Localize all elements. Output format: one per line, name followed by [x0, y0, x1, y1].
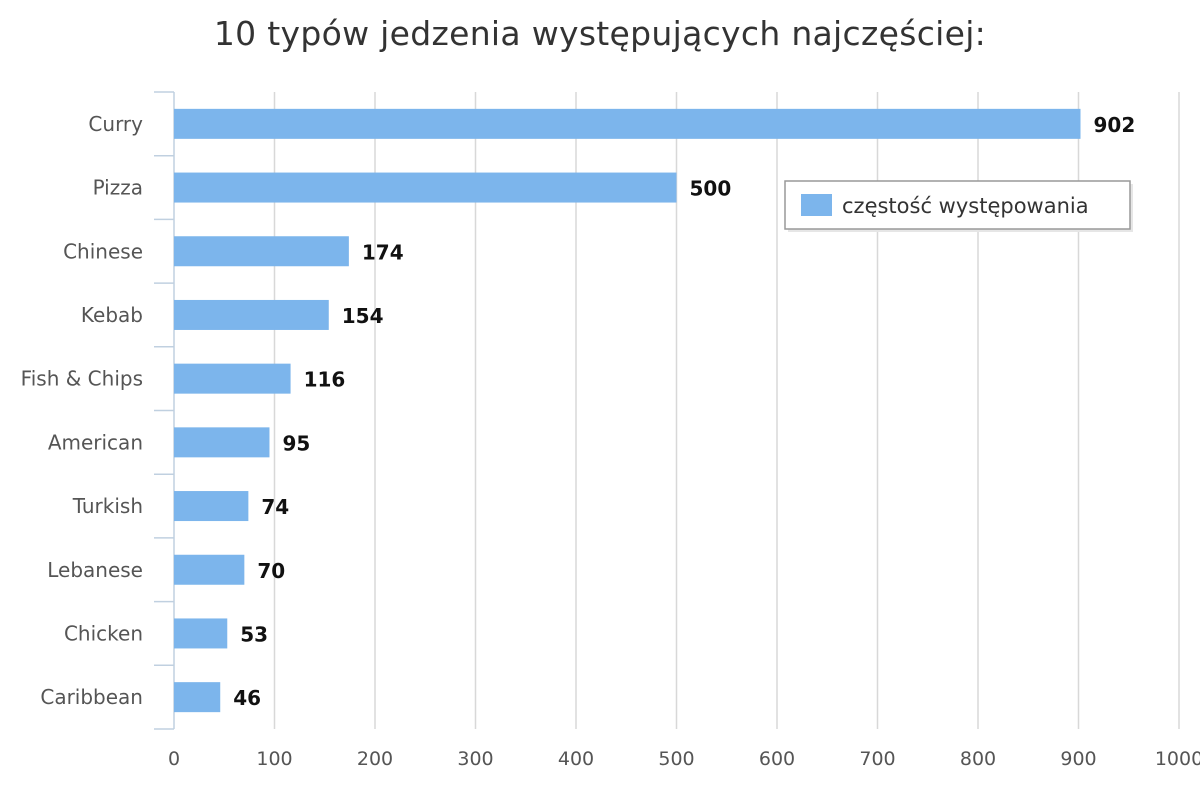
data-label: 116	[304, 368, 346, 392]
data-label: 53	[240, 622, 268, 646]
data-label: 500	[690, 177, 732, 201]
data-label: 46	[233, 686, 261, 710]
category-label: Caribbean	[40, 685, 143, 709]
x-tick-label: 900	[1060, 748, 1096, 770]
data-label: 902	[1094, 113, 1136, 137]
data-label: 70	[257, 559, 285, 583]
bar[interactable]	[174, 172, 677, 203]
x-tick-label: 500	[658, 748, 694, 770]
legend-swatch[interactable]	[801, 194, 832, 216]
bar[interactable]	[174, 427, 270, 458]
legend-box	[784, 180, 1131, 230]
bar[interactable]	[174, 299, 329, 330]
x-tick-label: 300	[457, 748, 493, 770]
bar[interactable]	[174, 363, 291, 394]
x-tick-label: 700	[859, 748, 895, 770]
category-label: American	[48, 430, 143, 454]
chart-title: 10 typów jedzenia występujących najczęśc…	[213, 14, 987, 53]
data-label: 95	[282, 431, 310, 455]
category-label: Chicken	[64, 621, 143, 645]
x-tick-label: 1000	[1155, 748, 1200, 770]
bar[interactable]	[174, 554, 245, 585]
category-label: Chinese	[63, 239, 143, 263]
bar[interactable]	[174, 236, 349, 267]
category-label: Pizza	[93, 176, 143, 200]
bar[interactable]	[174, 618, 228, 649]
bar[interactable]	[174, 108, 1081, 139]
data-label: 174	[362, 240, 404, 264]
x-tick-label: 100	[256, 748, 292, 770]
data-label: 74	[261, 495, 289, 519]
data-label: 154	[342, 304, 384, 328]
category-label: Kebab	[81, 303, 143, 327]
x-tick-label: 200	[357, 748, 393, 770]
category-label: Fish & Chips	[21, 367, 143, 391]
category-label: Curry	[88, 112, 143, 136]
x-tick-label: 600	[759, 748, 795, 770]
bar[interactable]	[174, 682, 221, 713]
category-label: Lebanese	[47, 558, 143, 582]
category-label: Turkish	[72, 494, 143, 518]
x-tick-label: 0	[168, 748, 180, 770]
bar[interactable]	[174, 491, 249, 522]
legend-label[interactable]: częstość występowania	[842, 194, 1089, 218]
x-tick-label: 800	[960, 748, 996, 770]
x-tick-label: 400	[558, 748, 594, 770]
